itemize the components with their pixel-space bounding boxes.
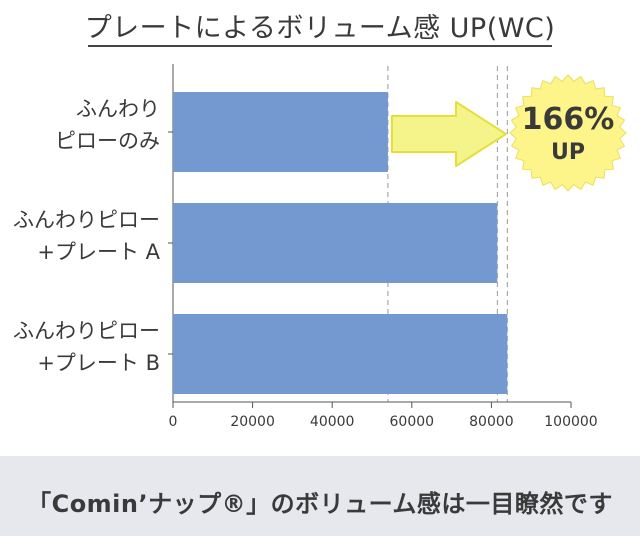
- chart-title: プレートによるボリューム感 UP(WC): [84, 13, 556, 44]
- x-tick-label-3: 40000: [310, 414, 355, 430]
- badge-percent: 166%: [522, 102, 615, 137]
- x-tick-label-2: 20000: [230, 414, 275, 430]
- bar-2: [173, 203, 498, 283]
- x-tick-label-6: 100000: [544, 414, 597, 430]
- bar-3: [173, 314, 508, 394]
- title-area: プレートによるボリューム感 UP(WC): [0, 0, 640, 56]
- category-label-3-line-1: ふんわりピロー: [13, 319, 160, 343]
- footer-text: 「Comin’ナップ®」のボリューム感は一目瞭然です: [27, 490, 613, 518]
- category-label-2-line-2: +プレート A: [37, 240, 160, 264]
- badge-starburst: [509, 74, 627, 192]
- bar-1: [173, 92, 388, 172]
- category-label-1-line-1: ふんわり: [76, 97, 160, 121]
- growth-arrow: [390, 101, 507, 167]
- category-label-3-line-2: +プレート B: [37, 351, 160, 375]
- footer-banner: 「Comin’ナップ®」のボリューム感は一目瞭然です: [0, 456, 640, 536]
- x-tick-label-1: 0: [169, 414, 178, 430]
- x-tick-label-5: 80000: [469, 414, 514, 430]
- x-tick-label-4: 60000: [390, 414, 435, 430]
- category-label-2-line-1: ふんわりピロー: [13, 208, 160, 232]
- category-label-1-line-2: ピローのみ: [55, 129, 160, 153]
- badge-up: UP: [551, 140, 585, 165]
- title-underline: [88, 45, 552, 47]
